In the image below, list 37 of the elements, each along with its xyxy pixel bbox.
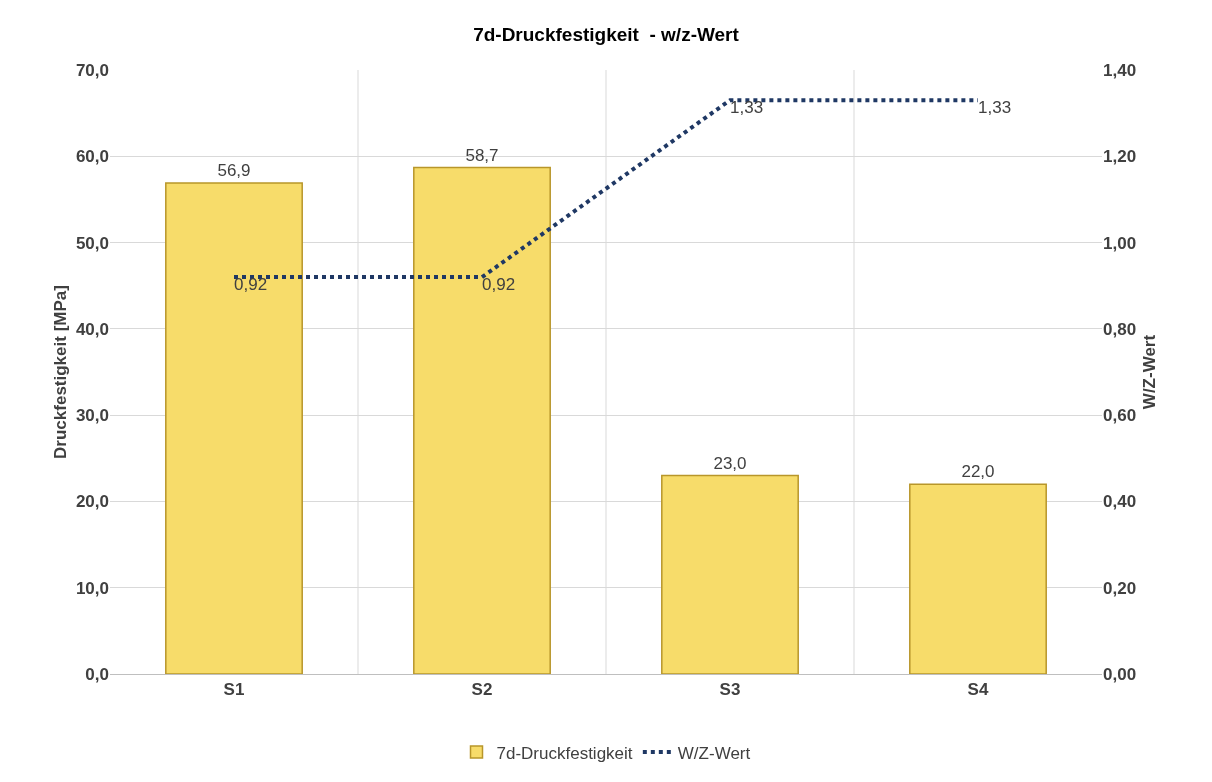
y-tick-label: 0,0 (85, 664, 109, 684)
legend-label: 7d-Druckfestigkeit (496, 743, 633, 763)
data-label: 58,7 (465, 145, 499, 165)
data-label: 0,92 (482, 274, 516, 294)
data-label: 0,92 (234, 274, 268, 294)
y-tick-label: 20,0 (75, 492, 109, 512)
y-tick-label: 40,0 (75, 319, 109, 339)
y2-tick-label: 0,80 (1103, 319, 1137, 339)
bar (909, 483, 1047, 674)
data-label: 56,9 (217, 161, 251, 181)
x-tick-label: S3 (719, 680, 741, 700)
x-tick-label: S2 (471, 680, 493, 700)
y2-tick-label: 1,40 (1103, 60, 1137, 80)
x-tick-label: S1 (223, 680, 245, 700)
y-tick-label: 30,0 (75, 406, 109, 426)
y2-tick-label: 0,00 (1103, 664, 1137, 684)
data-label: 1,33 (730, 97, 764, 117)
y2-axis-title: W/Z-Wert (1139, 334, 1159, 410)
y-tick-label: 10,0 (75, 578, 109, 598)
y2-tick-label: 0,40 (1103, 492, 1137, 512)
bar (413, 166, 551, 674)
y-tick-label: 50,0 (75, 233, 109, 253)
data-label: 22,0 (961, 462, 995, 482)
y-axis-title: Druckfestigkeit [MPa] (51, 285, 70, 459)
y-tick-label: 70,0 (75, 60, 109, 80)
bar (165, 182, 303, 674)
chart-title: 7d-Druckfestigkeit - w/z-Wert (473, 23, 740, 45)
bar (661, 474, 799, 674)
y-tick-label: 60,0 (75, 147, 109, 167)
y2-tick-label: 0,20 (1103, 578, 1137, 598)
data-label: 23,0 (713, 453, 747, 473)
y2-tick-label: 1,00 (1103, 233, 1137, 253)
x-tick-label: S4 (967, 680, 989, 700)
legend-label: W/Z-Wert (677, 743, 751, 763)
data-label: 1,33 (978, 97, 1012, 117)
y2-tick-label: 1,20 (1103, 147, 1137, 167)
y2-tick-label: 0,60 (1103, 406, 1137, 426)
